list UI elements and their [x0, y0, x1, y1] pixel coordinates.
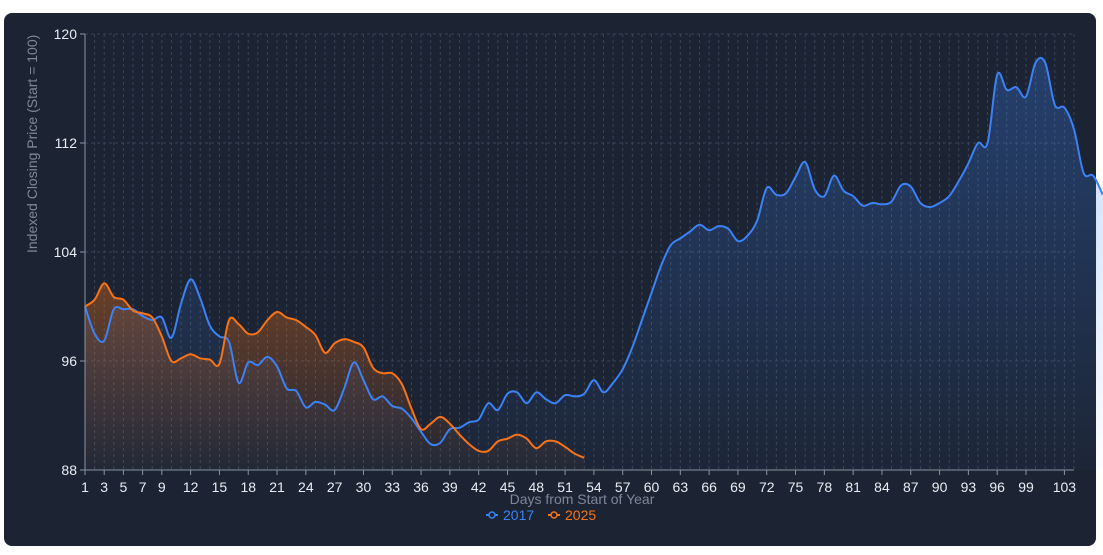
x-tick-label: 96 [989, 479, 1005, 495]
x-tick-label: 45 [500, 479, 516, 495]
y-tick-label: 120 [54, 26, 78, 42]
x-axis-title: Days from Start of Year [510, 491, 655, 507]
x-tick-label: 27 [327, 479, 343, 495]
x-tick-label: 36 [413, 479, 429, 495]
y-tick-label: 112 [55, 135, 78, 151]
series-lines [84, 56, 1103, 459]
x-tick-label: 33 [384, 479, 400, 495]
x-tick-label: 3 [100, 479, 108, 495]
x-tick-label: 1 [81, 479, 89, 495]
x-tick-label: 78 [817, 479, 833, 495]
legend-label: 2017 [503, 507, 534, 523]
x-tick-label: 24 [298, 479, 314, 495]
series-areas [85, 57, 1103, 471]
y-axis-title: Indexed Closing Price (Start = 100) [24, 35, 40, 253]
x-tick-label: 48 [529, 479, 545, 495]
x-tick-label: 12 [183, 479, 199, 495]
y-tick-label: 104 [54, 244, 78, 260]
legend-item-2025[interactable]: 2025 [548, 507, 596, 523]
x-tick-label: 7 [139, 479, 147, 495]
legend: 2017 2025 [486, 507, 596, 523]
y-tick-label: 88 [61, 462, 77, 478]
x-tick-label: 103 [1053, 479, 1077, 495]
x-tick-label: 99 [1018, 479, 1034, 495]
series-line-2025[interactable] [84, 282, 585, 459]
x-tick-label: 57 [615, 479, 631, 495]
legend-item-2017[interactable]: 2017 [486, 507, 534, 523]
x-tick-label: 66 [701, 479, 717, 495]
x-tick-label: 90 [932, 479, 948, 495]
x-tick-label: 75 [788, 479, 804, 495]
x-tick-label: 93 [961, 479, 977, 495]
x-tick-label: 9 [158, 479, 166, 495]
x-tick-label: 72 [759, 479, 775, 495]
series-line-2017[interactable] [84, 56, 1103, 447]
x-tick-label: 84 [874, 479, 890, 495]
x-tick-labels: 1 3 5 7 9 12 15 18 21 24 27 30 33 36 39 42 45 48 51 54 57 60 6… [81, 470, 1076, 495]
x-tick-label: 18 [240, 479, 256, 495]
legend-marker-icon [488, 511, 496, 519]
x-tick-label: 81 [845, 479, 861, 495]
x-tick-label: 54 [586, 479, 602, 495]
x-tick-label: 21 [269, 479, 285, 495]
x-tick-label: 60 [644, 479, 660, 495]
y-tick-label: 96 [61, 353, 77, 369]
legend-marker-icon [550, 511, 558, 519]
legend-label: 2025 [565, 507, 596, 523]
series-area-2017 [85, 57, 1103, 471]
series-area-2025 [85, 283, 585, 470]
x-tick-label: 69 [730, 479, 746, 495]
x-tick-label: 51 [557, 479, 573, 495]
x-tick-label: 15 [212, 479, 228, 495]
x-tick-label: 42 [471, 479, 487, 495]
x-tick-label: 63 [673, 479, 689, 495]
x-tick-label: 30 [356, 479, 372, 495]
x-tick-label: 87 [903, 479, 919, 495]
x-tick-label: 5 [120, 479, 128, 495]
y-tick-labels: 88 96 104 112 120 [54, 26, 85, 478]
x-tick-label: 39 [442, 479, 458, 495]
